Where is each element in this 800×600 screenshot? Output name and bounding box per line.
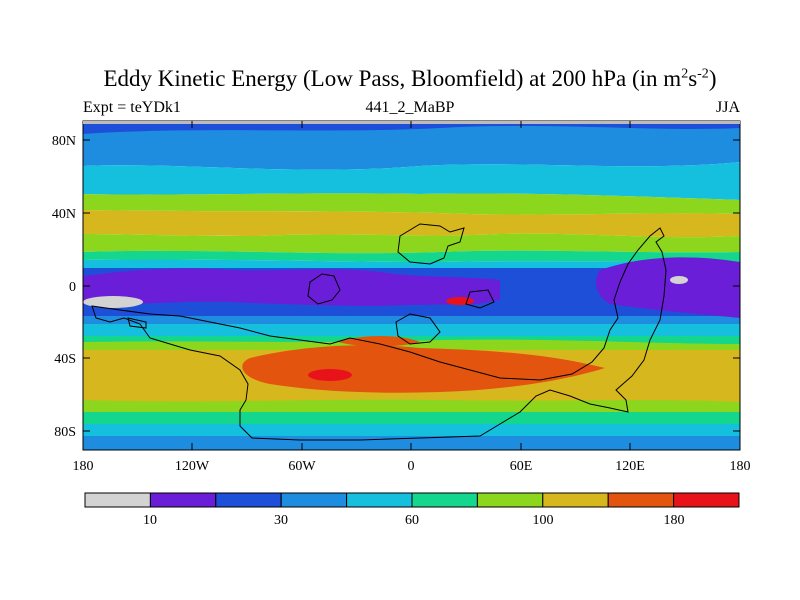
colorbar-box (476, 492, 544, 508)
colorbar-box (149, 492, 217, 508)
red-jet-core (308, 369, 352, 381)
colorbar-box (215, 492, 282, 508)
lon-tick-marks (82, 121, 741, 450)
outline-islet (127, 317, 147, 329)
colorbar-box (542, 492, 609, 508)
experiment-label: Expt = teYDk1 (83, 99, 181, 116)
colorbar-label-180: 180 (664, 513, 685, 528)
lon-label-60e: 60E (510, 459, 533, 474)
purple-core-west (83, 268, 500, 306)
lat-label-80n: 80N (52, 134, 76, 149)
band-south-subtropic-cyan (83, 324, 740, 338)
band-high-south-teal (83, 412, 740, 426)
band-high-south-cyan (83, 424, 740, 438)
band-high-south-green (83, 399, 740, 414)
colorbar-box (280, 492, 348, 508)
outline-island-central (395, 313, 441, 345)
outline-island-west (307, 273, 341, 305)
outline-north-a (397, 223, 465, 265)
colorbar-box (84, 492, 151, 508)
run-id-label: 441_2_MaBP (365, 99, 455, 116)
outline-south (91, 227, 667, 441)
map-title: Eddy Kinetic Energy (Low Pass, Bloomfiel… (103, 66, 717, 91)
band-south-tropic-blue (83, 316, 740, 326)
colorbar-label-10: 10 (143, 513, 157, 528)
lat-label-80s: 80S (54, 425, 76, 440)
colorbar-box (346, 492, 413, 508)
orange-jet-upper (338, 336, 420, 347)
lon-label-120w: 120W (175, 459, 210, 474)
grey-min-west (83, 296, 143, 308)
band-high-north (83, 126, 740, 170)
continent-outlines (91, 223, 667, 441)
band-north-green (83, 193, 740, 215)
band-mid-north-cyan (83, 162, 740, 200)
colorbar-box (607, 492, 675, 508)
band-north-green-2 (83, 233, 740, 254)
lon-label-120e: 120E (615, 459, 645, 474)
lat-label-40s: 40S (54, 352, 76, 367)
colorbar-box (673, 492, 740, 508)
central-red-dot (446, 297, 474, 305)
colorbar (84, 492, 740, 508)
outline-island-east (465, 289, 495, 309)
map-field (83, 121, 740, 450)
colorbar-label-100: 100 (533, 513, 554, 528)
colorbar-label-60: 60 (405, 513, 419, 528)
lat-label-40n: 40N (52, 207, 76, 222)
season-label: JJA (715, 99, 740, 116)
lat-label-0: 0 (69, 280, 76, 295)
purple-core-east (595, 257, 740, 318)
colorbar-label-30: 30 (274, 513, 288, 528)
lon-label-60w: 60W (288, 459, 316, 474)
grey-min-east (670, 276, 688, 284)
band-north-jet (83, 210, 740, 238)
lon-label-0: 0 (408, 459, 415, 474)
colorbar-box (411, 492, 478, 508)
band-south-green-2 (83, 339, 740, 352)
lat-tick-marks (83, 139, 740, 432)
lon-label-180e: 180 (730, 459, 751, 474)
band-subtropic-green (83, 250, 740, 262)
lon-label-180w: 180 (73, 459, 94, 474)
